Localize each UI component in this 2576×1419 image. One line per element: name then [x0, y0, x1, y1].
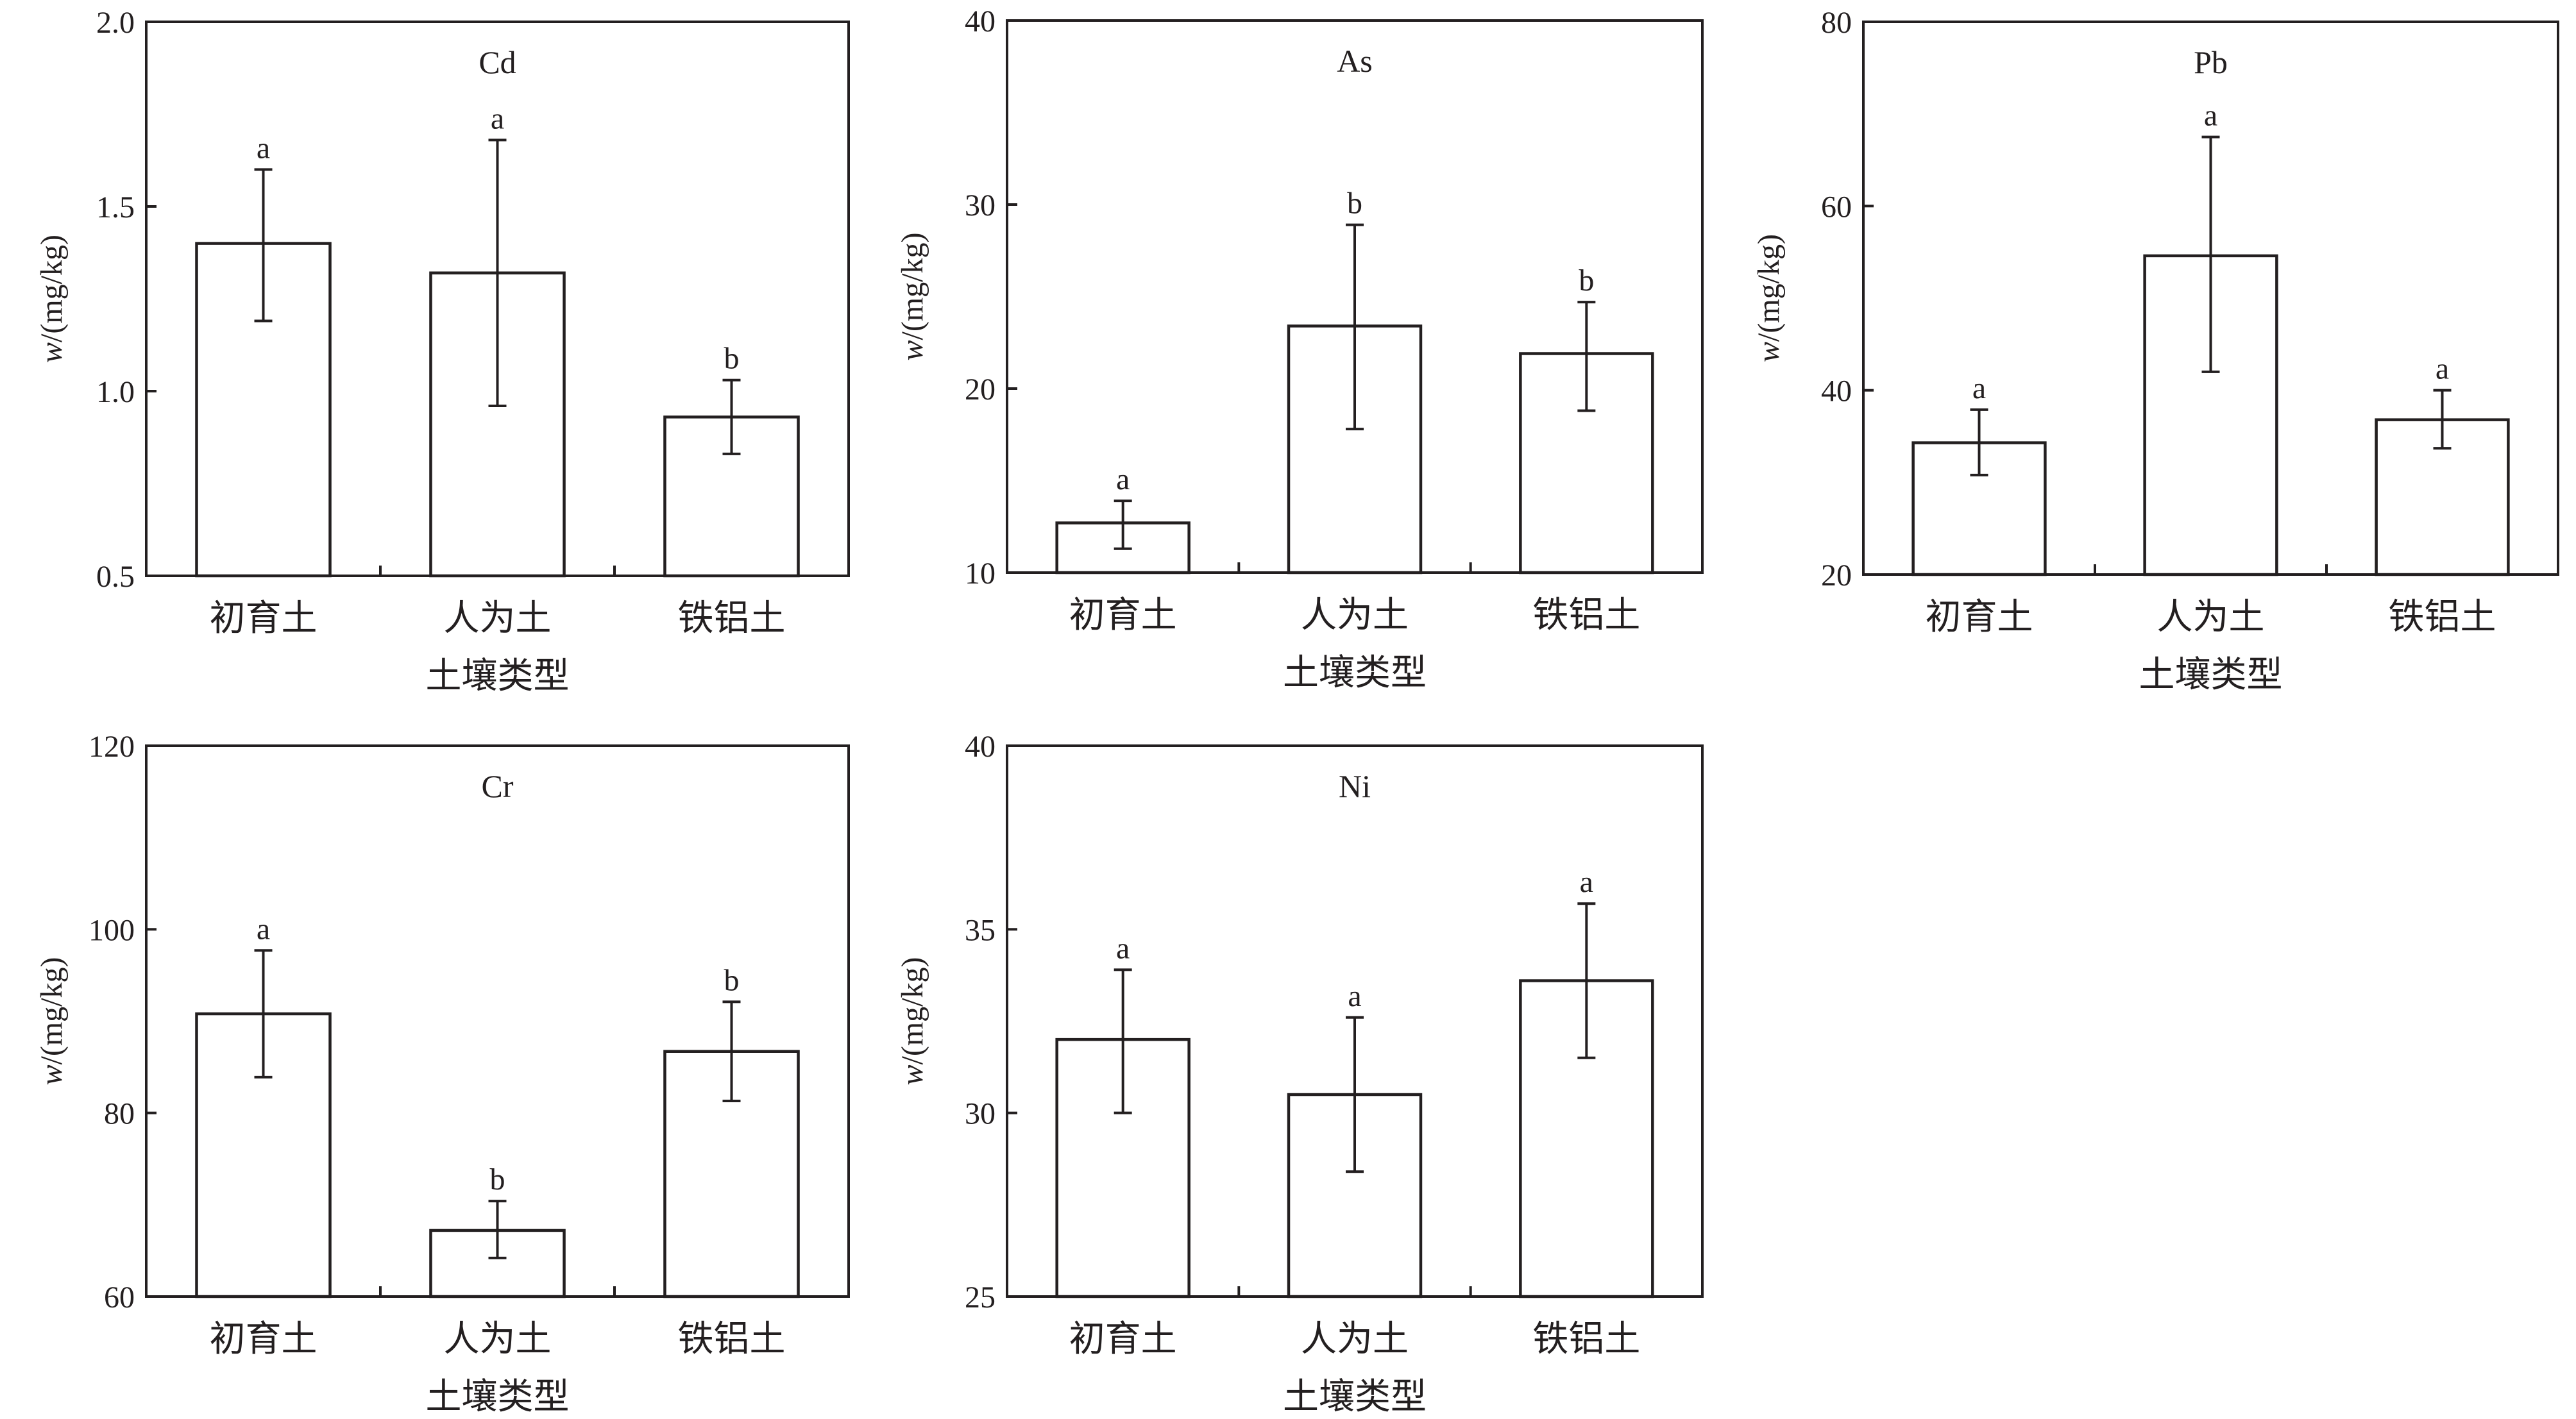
x-category-label-pb: 铁铝土	[2389, 598, 2496, 637]
x-category-label-as: 初育土	[1069, 596, 1177, 635]
y-tick-label-pb: 40	[1821, 374, 1852, 408]
x-category-label-as: 人为土	[1301, 596, 1409, 635]
significance-letter-pb-1: a	[1972, 371, 1986, 405]
x-axis-label-ni: 土壤类型	[1283, 1377, 1427, 1417]
panel-title-as: As	[1337, 43, 1373, 79]
x-category-label-pb: 人为土	[2157, 598, 2265, 637]
panel-title-cd: Cd	[479, 44, 516, 80]
y-axis-label-symbol: w	[35, 1064, 69, 1085]
y-axis-label-unit: /(mg/kg)	[895, 233, 929, 340]
y-axis-label-cd: w/(mg/kg)	[35, 235, 69, 363]
y-tick-label-ni: 25	[965, 1280, 996, 1314]
y-tick-label-cr: 80	[104, 1097, 135, 1131]
y-axis-label-pb: w/(mg/kg)	[1752, 234, 1786, 362]
x-category-label-ni: 初育土	[1069, 1320, 1177, 1359]
significance-letter-ni-3: a	[1580, 865, 1593, 899]
x-category-label-cd: 初育土	[210, 599, 318, 639]
y-axis-label-unit: /(mg/kg)	[1752, 234, 1786, 342]
panel-title-ni: Ni	[1339, 768, 1371, 804]
y-axis-label-ni: w/(mg/kg)	[895, 957, 929, 1086]
y-tick-label-cd: 1.0	[96, 375, 135, 409]
y-axis-label-symbol: w	[895, 340, 929, 360]
y-tick-label-as: 30	[965, 189, 996, 223]
x-axis-label-pb: 土壤类型	[2139, 655, 2283, 695]
y-tick-label-pb: 60	[1821, 190, 1852, 224]
y-axis-label-unit: /(mg/kg)	[35, 957, 69, 1065]
significance-letter-cr-3: b	[724, 963, 740, 997]
y-axis-label-as: w/(mg/kg)	[895, 233, 929, 361]
y-tick-label-ni: 30	[965, 1097, 996, 1131]
y-axis-label-symbol: w	[35, 342, 69, 363]
significance-letter-as-3: b	[1579, 264, 1594, 298]
significance-letter-cd-2: a	[491, 101, 504, 135]
significance-letter-as-1: a	[1116, 462, 1130, 496]
y-tick-label-pb: 80	[1821, 6, 1852, 40]
x-category-label-ni: 铁铝土	[1532, 1320, 1640, 1359]
significance-letter-cr-2: b	[490, 1163, 505, 1196]
y-tick-label-as: 10	[965, 557, 996, 591]
y-tick-label-cd: 1.5	[96, 190, 135, 224]
y-tick-label-as: 20	[965, 373, 996, 407]
significance-letter-cd-3: b	[724, 342, 740, 376]
significance-letter-cr-1: a	[257, 912, 270, 946]
x-axis-label-cr: 土壤类型	[426, 1377, 570, 1417]
significance-letter-as-2: b	[1347, 187, 1362, 221]
panel-title-pb: Pb	[2194, 44, 2228, 80]
significance-letter-ni-2: a	[1348, 979, 1361, 1013]
x-category-label-as: 铁铝土	[1532, 596, 1640, 635]
x-category-label-ni: 人为土	[1301, 1320, 1409, 1359]
y-axis-label-symbol: w	[895, 1064, 929, 1085]
y-tick-label-ni: 35	[965, 913, 996, 947]
y-tick-label-cr: 120	[89, 730, 135, 764]
y-tick-label-cr: 60	[104, 1280, 135, 1314]
y-tick-label-cd: 0.5	[96, 560, 135, 594]
x-category-label-cd: 人为土	[444, 599, 552, 639]
x-category-label-cd: 铁铝土	[678, 599, 786, 639]
y-tick-label-cr: 100	[89, 913, 135, 947]
y-tick-label-as: 40	[965, 4, 996, 38]
x-category-label-pb: 初育土	[1926, 598, 2033, 637]
y-tick-label-cd: 2.0	[96, 6, 135, 40]
bar-cr-3	[663, 1050, 800, 1298]
y-axis-label-unit: /(mg/kg)	[895, 957, 929, 1065]
y-axis-label-cr: w/(mg/kg)	[35, 957, 69, 1086]
significance-letter-cd-1: a	[257, 131, 270, 165]
y-axis-label-symbol: w	[1752, 342, 1786, 362]
significance-letter-pb-3: a	[2436, 352, 2449, 386]
y-tick-label-ni: 40	[965, 730, 996, 764]
x-axis-label-as: 土壤类型	[1283, 653, 1427, 693]
y-tick-label-pb: 20	[1821, 558, 1852, 592]
x-category-label-cr: 初育土	[210, 1320, 318, 1359]
panel-title-cr: Cr	[482, 768, 514, 804]
y-axis-label-unit: /(mg/kg)	[35, 235, 69, 342]
x-axis-label-cd: 土壤类型	[426, 657, 570, 696]
x-category-label-cr: 铁铝土	[678, 1320, 786, 1359]
significance-letter-ni-1: a	[1116, 931, 1130, 965]
x-category-label-cr: 人为土	[444, 1320, 552, 1359]
significance-letter-pb-2: a	[2204, 99, 2217, 133]
